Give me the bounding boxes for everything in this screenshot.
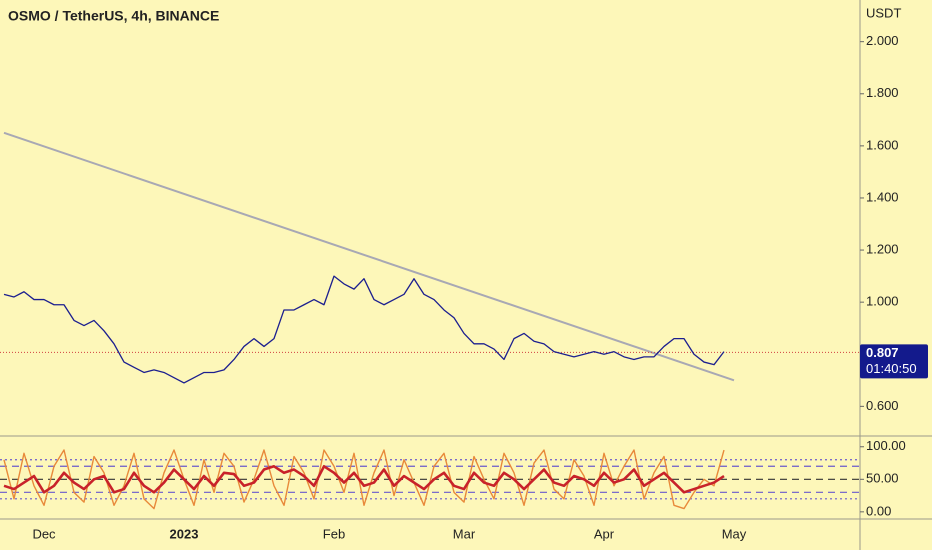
last-price-box [860, 344, 928, 379]
y-tick-label: 1.200 [866, 241, 899, 256]
y-tick-label: 100.00 [866, 438, 906, 453]
x-tick-label: 2023 [170, 526, 199, 541]
y-tick-label: 0.00 [866, 503, 891, 518]
trendline [3, 131, 735, 382]
x-tick-label: May [722, 526, 747, 541]
y-tick-label: 1.400 [866, 189, 899, 204]
y-unit: USDT [866, 5, 901, 20]
y-tick-label: 1.000 [866, 294, 899, 309]
y-tick-label: 50.00 [866, 471, 899, 486]
x-tick-label: Mar [453, 526, 476, 541]
chart-title: OSMO / TetherUS, 4h, BINANCE [8, 8, 219, 24]
x-tick-label: Feb [323, 526, 345, 541]
x-tick-label: Dec [32, 526, 56, 541]
y-tick-label: 1.600 [866, 137, 899, 152]
y-tick-label: 2.000 [866, 33, 899, 48]
countdown: 01:40:50 [866, 361, 917, 376]
price-line [3, 275, 725, 384]
y-tick-label: 1.800 [866, 85, 899, 100]
last-price-label: 0.807 [866, 345, 899, 360]
y-tick-label: 0.600 [866, 398, 899, 413]
oscillator-line [3, 464, 725, 494]
x-tick-label: Apr [594, 526, 615, 541]
oscillator-line [3, 449, 725, 510]
